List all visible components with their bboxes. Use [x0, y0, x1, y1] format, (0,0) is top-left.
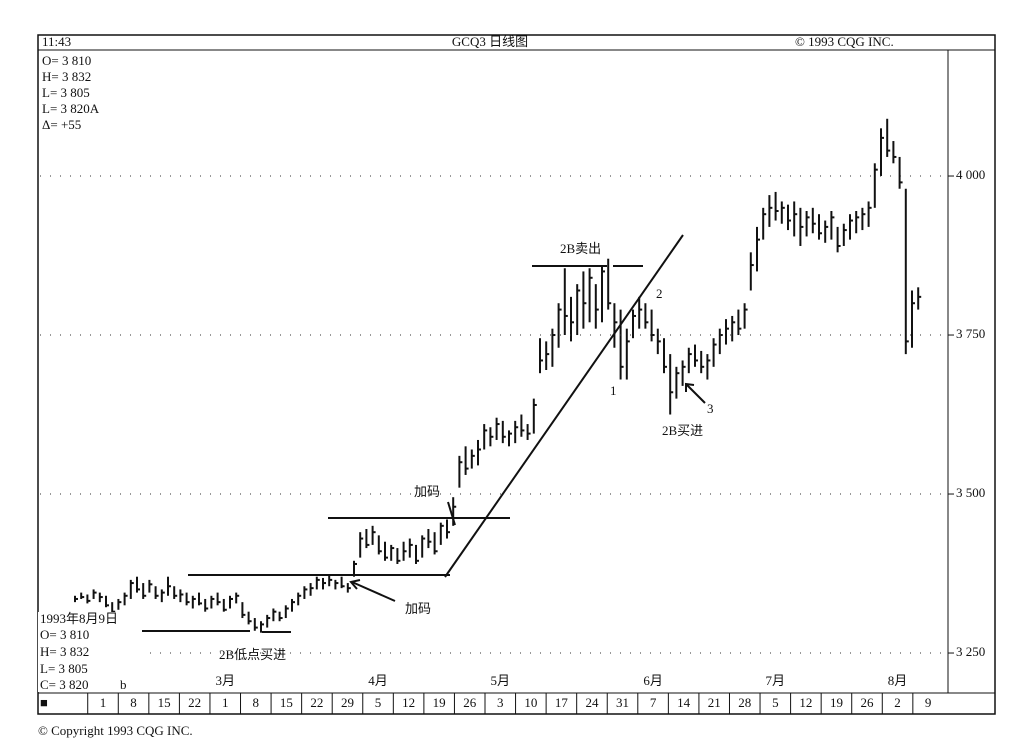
annotation: 加码 [405, 601, 431, 616]
week-label: 28 [738, 695, 751, 710]
info-block: O= 3 810 H= 3 832 L= 3 805 L= 3 820A Δ= … [42, 53, 100, 132]
annotation: 1 [610, 383, 617, 398]
date-line: 1993年8月9日 [40, 611, 118, 626]
week-label: 14 [677, 695, 691, 710]
date-block-bg [38, 612, 148, 692]
arrow-head [349, 579, 361, 590]
week-label: 31 [616, 695, 629, 710]
annotation: 2B卖出 [560, 241, 601, 256]
y-tick-label: 3 750 [956, 326, 985, 341]
annotation: 加码 [414, 484, 440, 499]
date-line: C= 3 820 [40, 677, 89, 692]
week-label: 12 [402, 695, 415, 710]
info-line: L= 3 820A [42, 101, 100, 116]
week-label: 15 [280, 695, 293, 710]
arrow [351, 581, 396, 602]
header-title: GCQ3 日线图 [452, 34, 528, 49]
week-label: 8 [130, 695, 137, 710]
annotation: 2 [656, 286, 663, 301]
month-label: 6月 [643, 673, 663, 688]
date-block: 1993年8月9日 O= 3 810 H= 3 832 L= 3 805 C= … [38, 611, 148, 692]
week-label: 9 [925, 695, 932, 710]
week-label: 10 [524, 695, 537, 710]
week-label: 1 [100, 695, 107, 710]
week-label: 22 [310, 695, 323, 710]
frame [37, 34, 996, 715]
info-line: H= 3 832 [42, 69, 91, 84]
date-line: O= 3 810 [40, 627, 89, 642]
month-label: 8月 [888, 673, 908, 688]
week-label: 2 [894, 695, 901, 710]
date-line: L= 3 805 [40, 661, 88, 676]
week-label: 12 [799, 695, 812, 710]
trend-line [444, 234, 684, 578]
corner-mark: b [120, 677, 127, 692]
week-label: 29 [341, 695, 354, 710]
week-label: 15 [158, 695, 171, 710]
y-tick-label: 3 500 [956, 485, 985, 500]
bars [74, 118, 922, 633]
week-label: 5 [375, 695, 382, 710]
week-label: 3 [497, 695, 504, 710]
info-line: Δ= +55 [42, 117, 81, 132]
week-label: 19 [433, 695, 446, 710]
week-label: 19 [830, 695, 843, 710]
week-label: 24 [585, 695, 599, 710]
month-label: 4月 [368, 673, 388, 688]
corner-mark: ■ [40, 695, 48, 710]
date-line: H= 3 832 [40, 644, 89, 659]
week-label: 7 [650, 695, 657, 710]
month-label: 3月 [215, 673, 235, 688]
week-label: 5 [772, 695, 779, 710]
header-time: 11:43 [42, 34, 71, 49]
header-copyright: © 1993 CQG INC. [795, 34, 894, 49]
arrow-head [685, 382, 695, 392]
week-label: 22 [188, 695, 201, 710]
info-line: L= 3 805 [42, 85, 90, 100]
footer: © Copyright 1993 CQG INC. [38, 723, 193, 738]
week-label: 1 [222, 695, 229, 710]
annotation: 3 [707, 401, 714, 416]
week-label: 26 [463, 695, 477, 710]
arrow [447, 501, 456, 526]
annotation: 2B低点买进 [219, 647, 286, 662]
month-label: 7月 [766, 673, 786, 688]
arrow [685, 383, 706, 404]
week-label: 21 [708, 695, 721, 710]
annotations: 2B低点买进 加码 加码 2B卖出 1 2 3 2B买进 [142, 234, 714, 662]
y-tick-label: 4 000 [956, 167, 985, 182]
month-label: 5月 [491, 673, 511, 688]
week-label: 17 [555, 695, 569, 710]
info-line: O= 3 810 [42, 53, 91, 68]
week-label: 8 [253, 695, 260, 710]
y-tick-label: 3 250 [956, 644, 985, 659]
week-label: 26 [861, 695, 875, 710]
annotation: 2B买进 [662, 423, 703, 438]
